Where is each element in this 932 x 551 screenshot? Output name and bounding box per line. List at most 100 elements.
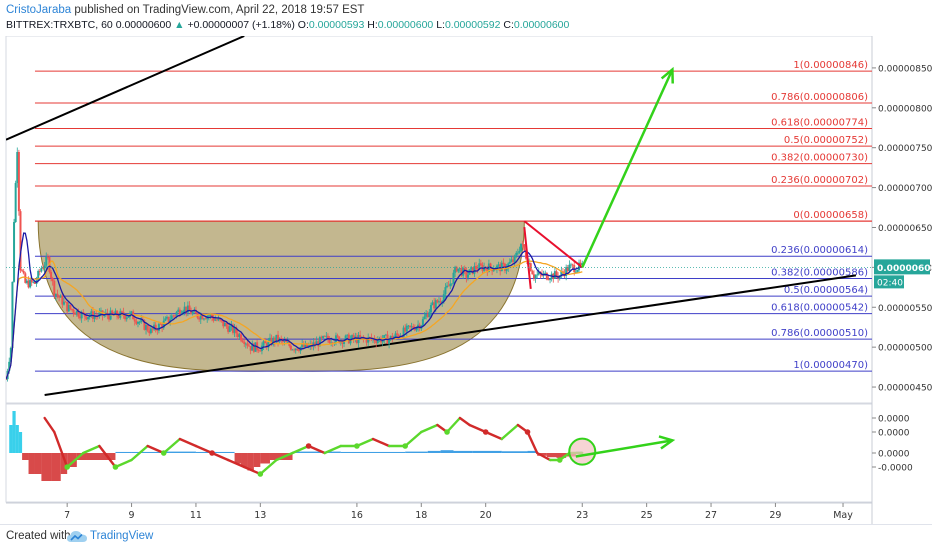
candle-body — [489, 263, 492, 268]
symbol-label[interactable]: BITTREX:TRXBTC, 60 — [6, 19, 113, 31]
candle-body — [334, 335, 337, 343]
osc-histogram-bar — [440, 450, 454, 453]
candle-body — [43, 265, 46, 268]
osc-histogram-bar — [427, 450, 441, 453]
candle-body — [428, 312, 431, 318]
candle-body — [19, 211, 22, 271]
candle-body — [222, 320, 225, 327]
candle-body — [529, 263, 532, 272]
candle-body — [405, 325, 408, 332]
osc-histogram-bar — [546, 453, 557, 458]
candle-body — [578, 262, 581, 271]
candle-body — [235, 327, 238, 334]
candle-body — [426, 314, 429, 318]
candle-body — [314, 342, 317, 345]
fib-upper-label-0: 1(0.00000846) — [793, 60, 868, 71]
author-link[interactable]: CristoJaraba — [6, 4, 72, 16]
candle-body — [286, 342, 289, 343]
candle-body — [157, 323, 160, 331]
candle-body — [51, 278, 54, 282]
candle-body — [80, 312, 83, 319]
candle-body — [259, 350, 262, 352]
osc-signal-dot — [444, 429, 450, 435]
candle-body — [510, 259, 513, 262]
price-axis-label: 0.00000700 — [878, 184, 932, 194]
candle-body — [127, 316, 130, 318]
candle-body — [215, 319, 218, 321]
osc-projection-arrow-shaft — [575, 439, 673, 458]
close-value: 0.00000600 — [513, 19, 570, 31]
candle-body — [344, 335, 347, 341]
candle-body — [330, 342, 333, 344]
candle-body — [161, 324, 164, 328]
candle-body — [322, 335, 325, 339]
osc-signal-dot — [64, 464, 70, 470]
candle-body — [198, 317, 201, 320]
low-value: 0.00000592 — [444, 19, 501, 31]
osc-line-segment — [371, 437, 391, 448]
high-label: H: — [367, 19, 378, 31]
candle-body — [85, 316, 88, 320]
candle-body — [59, 295, 62, 298]
candle-body — [528, 263, 531, 264]
candle-body — [40, 267, 43, 272]
candle-body — [87, 317, 90, 320]
time-axis-label: 29 — [769, 510, 781, 521]
candle-body — [373, 338, 376, 342]
candle-body — [402, 327, 405, 338]
fib-lower-label-4: 0.786(0.00000510) — [771, 328, 868, 339]
osc-line-segment — [243, 465, 262, 476]
candle-body — [33, 281, 36, 284]
osc-line-segment — [226, 458, 246, 469]
time-axis-label: 11 — [190, 510, 202, 521]
osc-line-segment — [114, 458, 133, 469]
candle-body — [436, 300, 439, 303]
candle-body — [581, 263, 584, 265]
time-axis-label: May — [833, 510, 853, 521]
candle-body — [285, 340, 288, 343]
candle-body — [568, 264, 571, 272]
candle-body — [439, 301, 442, 303]
candle-body — [376, 340, 379, 344]
high-value: 0.00000600 — [377, 19, 434, 31]
osc-line-segment — [526, 430, 539, 455]
osc-signal-dot — [112, 464, 119, 470]
price-axis-label: 0.00000650 — [878, 224, 932, 234]
time-axis-label: 23 — [576, 510, 588, 521]
candle-body — [304, 343, 307, 348]
projection-arrow-shaft — [581, 68, 674, 268]
candle-body — [240, 334, 243, 341]
candle-body — [207, 315, 210, 317]
candle-body — [486, 268, 489, 273]
osc-line-segment — [162, 437, 182, 455]
candle-body — [423, 316, 426, 320]
candle-body — [124, 316, 127, 320]
osc-signal-dot — [556, 457, 563, 463]
candle-body — [29, 279, 32, 288]
osc-histogram-bar — [234, 453, 242, 464]
candle-body — [483, 266, 486, 271]
last-price-badge-label: 0.00000600 — [877, 264, 932, 274]
candle-body — [74, 313, 77, 315]
candle-body — [500, 262, 503, 272]
candle-body — [455, 266, 458, 272]
candle-body — [421, 319, 424, 326]
price-chart[interactable]: 1(0.00000846) 0.786(0.00000806) 0.618(0.00… — [0, 36, 932, 524]
tradingview-brand[interactable]: TradingView — [90, 530, 154, 542]
osc-line-segment — [82, 444, 101, 455]
osc-histogram-bar — [60, 453, 68, 474]
candle-body — [62, 301, 65, 305]
candle-body — [162, 320, 165, 328]
candle-body — [46, 256, 49, 258]
open-label: O: — [297, 19, 309, 31]
candle-body — [512, 259, 515, 262]
osc-histogram-bar — [241, 453, 248, 467]
candle-body — [108, 315, 111, 320]
time-axis-label: 13 — [254, 510, 266, 521]
candle-body — [383, 335, 386, 340]
osc-line-segment — [98, 444, 117, 469]
candle-body — [130, 311, 133, 313]
candle-body — [272, 337, 275, 345]
candle-body — [549, 279, 552, 280]
candle-body — [397, 334, 400, 337]
